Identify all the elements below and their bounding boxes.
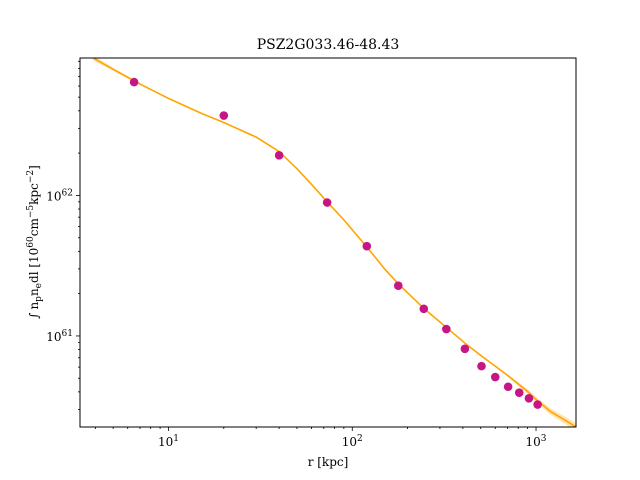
data-point bbox=[219, 111, 229, 120]
plot-area bbox=[92, 58, 576, 427]
data-point bbox=[490, 372, 500, 382]
data-point bbox=[442, 324, 451, 334]
data-point bbox=[503, 382, 513, 392]
y-label-dl: dl [10 bbox=[27, 248, 41, 283]
model-uncertainty-band bbox=[93, 58, 576, 427]
x-axis-label: r [kpc] bbox=[308, 455, 349, 469]
data-point bbox=[419, 304, 429, 314]
model-line bbox=[92, 58, 576, 427]
data-point bbox=[129, 77, 139, 87]
y-tick-label: 1062 bbox=[46, 188, 73, 203]
y-label-n: n bbox=[27, 302, 41, 310]
y-label-n2: n bbox=[27, 288, 41, 296]
svg-text:∫npnedl [1060cm−5kpc−2]: ∫npnedl [1060cm−5kpc−2] bbox=[26, 165, 44, 319]
x-tick-label: 102 bbox=[342, 434, 363, 449]
data-point bbox=[362, 241, 372, 251]
y-label-e: e bbox=[34, 283, 44, 288]
data-point bbox=[477, 361, 486, 371]
data-point bbox=[460, 344, 470, 354]
y-label-kpc: kpc bbox=[27, 183, 41, 205]
y-axis-label: ∫npnedl [1060cm−5kpc−2] bbox=[26, 165, 44, 319]
y-label-p: p bbox=[34, 296, 44, 302]
axes-frame bbox=[79, 57, 577, 428]
data-point bbox=[274, 150, 284, 160]
data-point bbox=[533, 400, 542, 409]
axis-ticks: 101 102 103 1061 1062 bbox=[46, 60, 547, 449]
data-point bbox=[514, 388, 524, 397]
y-label-exp-2: −2 bbox=[26, 170, 36, 183]
data-point bbox=[322, 198, 332, 207]
data-point bbox=[393, 281, 403, 290]
y-label-close: ] bbox=[27, 165, 41, 170]
x-tick-label: 103 bbox=[526, 434, 547, 449]
y-label-exp-5: −5 bbox=[26, 205, 36, 219]
x-tick-label: 101 bbox=[158, 434, 179, 449]
chart-title: PSZ2G033.46-48.43 bbox=[257, 37, 400, 53]
y-label-exp60: 60 bbox=[26, 236, 36, 248]
y-label-integral: ∫ bbox=[27, 312, 41, 319]
data-point bbox=[524, 394, 534, 403]
y-tick-label: 1061 bbox=[46, 329, 73, 344]
y-label-cm: cm bbox=[27, 218, 41, 237]
